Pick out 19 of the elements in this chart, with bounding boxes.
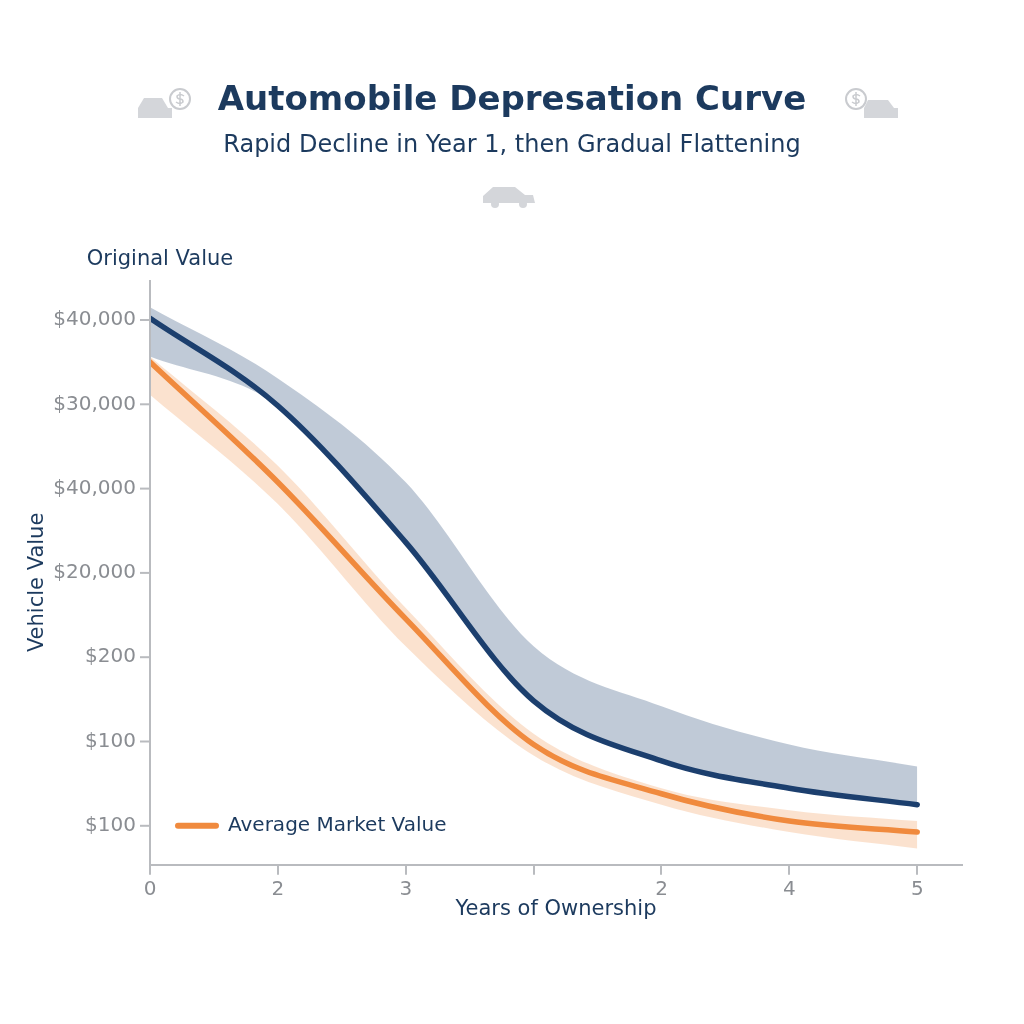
text: $40,000 — [53, 306, 136, 331]
y-axis-title: Vehicle Value — [24, 512, 49, 653]
text: $100 — [85, 727, 136, 752]
legend-label: Average Market Value — [228, 812, 447, 836]
chart-subtitle: Rapid Decline in Year 1, then Gradual Flattening — [222, 130, 802, 158]
x-tick-label: 2 — [655, 876, 668, 900]
text: $40,000 — [53, 474, 136, 499]
text: $200 — [85, 643, 136, 668]
x-tick-label: 0 — [143, 876, 157, 900]
x-axis-title: Years of Ownership — [454, 895, 657, 920]
x-tick-label: 3 — [399, 876, 413, 900]
text: $100 — [85, 812, 136, 836]
text: $20,000 — [53, 559, 136, 584]
text: Original Value — [86, 245, 234, 270]
text: $30,000 — [53, 390, 136, 415]
x-tick-label: 2 — [271, 876, 285, 900]
x-tick-label: 5 — [910, 876, 924, 900]
chart-title: Automobile Depresation Curve — [216, 78, 808, 118]
x-tick-label: 4 — [783, 876, 796, 900]
